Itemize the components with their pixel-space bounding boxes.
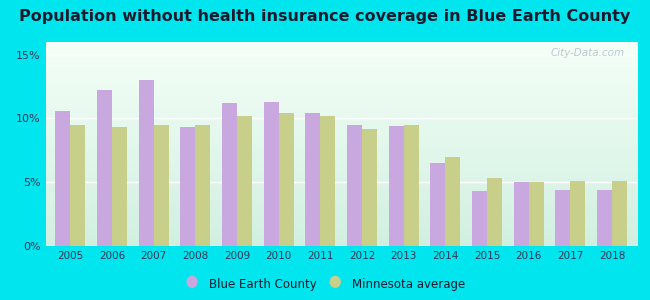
Bar [70, 125, 86, 246]
Bar [237, 116, 252, 246]
Legend: Blue Earth County, Minnesota average: Blue Earth County, Minnesota average [181, 274, 469, 294]
Bar [570, 181, 586, 246]
Bar [347, 125, 362, 246]
Bar [97, 90, 112, 246]
Bar [362, 129, 377, 246]
Bar [472, 191, 487, 246]
Bar [320, 116, 335, 246]
Bar [139, 80, 154, 246]
Bar [181, 128, 196, 246]
Bar [222, 103, 237, 246]
Text: Population without health insurance coverage in Blue Earth County: Population without health insurance cove… [20, 9, 630, 24]
Bar [112, 128, 127, 246]
Bar [528, 182, 543, 246]
Bar [196, 125, 211, 246]
Bar [487, 178, 502, 246]
Bar [154, 125, 169, 246]
Bar [555, 190, 570, 246]
Bar [445, 157, 460, 246]
Bar [404, 125, 419, 246]
Bar [597, 190, 612, 246]
Bar [612, 181, 627, 246]
Bar [389, 126, 404, 246]
Bar [279, 113, 294, 246]
Bar [430, 163, 445, 246]
Text: City-Data.com: City-Data.com [551, 48, 625, 58]
Bar [514, 182, 528, 246]
Bar [55, 111, 70, 246]
Bar [306, 113, 320, 246]
Bar [264, 102, 279, 246]
